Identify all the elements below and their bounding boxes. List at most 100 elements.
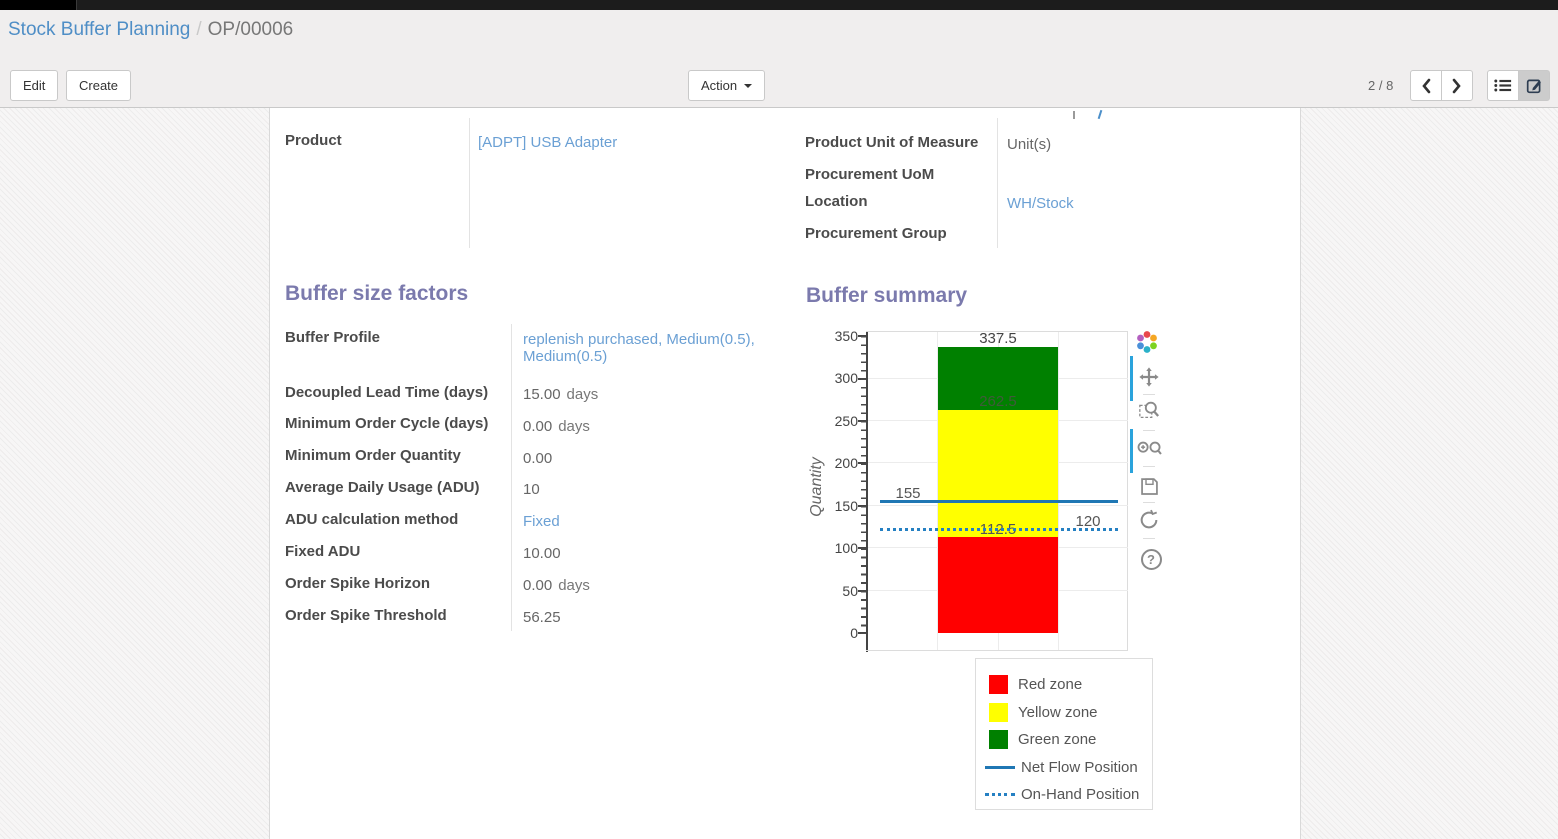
edit-button[interactable]: Edit	[10, 70, 59, 101]
form-view-icon	[1526, 79, 1541, 94]
on-hand-position-line	[880, 528, 1118, 531]
fixed-adu-value: 10.00	[523, 545, 561, 562]
modebar-separator	[1143, 502, 1155, 503]
y-tick-label: 100	[834, 540, 858, 556]
modebar-separator	[1143, 394, 1155, 395]
legend-item-net-flow[interactable]: Net Flow Position	[985, 759, 1138, 776]
action-label: Action	[701, 78, 738, 93]
action-dropdown-button[interactable]: Action	[688, 70, 766, 101]
net-flow-position-line	[880, 500, 1118, 503]
minimum-order-cycle-value: 0.00 days	[523, 418, 590, 435]
y-tick-label: 150	[834, 498, 858, 514]
chart-y-axis-title: Quantity	[808, 457, 825, 517]
legend-label: Net Flow Position	[1021, 759, 1138, 776]
order-spike-threshold-label: Order Spike Threshold	[285, 607, 447, 624]
product-field-label: Product	[285, 132, 342, 149]
legend-label: Green zone	[1018, 731, 1097, 748]
y-tick-label: 0	[850, 625, 858, 641]
adu-calculation-method-value[interactable]: Fixed	[523, 513, 560, 530]
procurement-uom-field-label: Procurement UoM	[805, 166, 935, 183]
modebar-active-indicator	[1130, 429, 1133, 473]
breadcrumb-current: OP/00006	[207, 19, 294, 40]
gridline	[1058, 332, 1059, 650]
save-icon[interactable]	[1137, 475, 1161, 497]
clipped-row-fragment	[1073, 111, 1075, 119]
modebar-separator	[1143, 538, 1155, 539]
column-divider	[997, 118, 998, 248]
green-top-annotation: 337.5	[979, 330, 1017, 347]
breadcrumb: Stock Buffer Planning / OP/00006	[8, 19, 293, 41]
y-tick-label: 350	[834, 328, 858, 344]
y-tick-label: 250	[834, 413, 858, 429]
legend-label: Yellow zone	[1018, 704, 1098, 721]
pager-next-button[interactable]	[1441, 70, 1473, 101]
minimum-order-quantity-label: Minimum Order Quantity	[285, 447, 461, 464]
modebar-separator	[1143, 430, 1155, 431]
box-zoom-icon[interactable]	[1137, 399, 1161, 421]
red-zone-bar	[938, 537, 1058, 633]
gridline	[937, 332, 938, 650]
net-flow-annotation: 155	[895, 485, 921, 502]
pager-previous-button[interactable]	[1410, 70, 1442, 101]
uom-field-label: Product Unit of Measure	[805, 134, 979, 151]
chevron-right-icon	[1452, 78, 1461, 93]
pager-buttons	[1410, 70, 1473, 101]
view-switcher	[1487, 70, 1550, 101]
chart-legend: Red zone Yellow zone Green zone Net Flow…	[975, 658, 1153, 810]
control-panel: Stock Buffer Planning / OP/00006 Edit Crea…	[0, 10, 1558, 108]
order-spike-horizon-value: 0.00 days	[523, 577, 590, 594]
minimum-order-cycle-label: Minimum Order Cycle (days)	[285, 415, 489, 432]
form-view-button[interactable]	[1518, 70, 1550, 101]
unit-text: days	[566, 386, 599, 403]
reset-axes-icon[interactable]	[1137, 509, 1161, 531]
legend-item-yellow-zone[interactable]: Yellow zone	[989, 703, 1098, 722]
create-button[interactable]: Create	[66, 70, 132, 101]
help-icon[interactable]: ?	[1139, 548, 1163, 570]
buffer-profile-value[interactable]: replenish purchased, Medium(0.5), Medium…	[523, 331, 755, 365]
column-divider	[511, 324, 512, 631]
plot-area-frame	[866, 331, 1128, 651]
dotted-line-swatch	[985, 793, 1015, 796]
value-text: 15.00	[523, 386, 561, 403]
location-field-label: Location	[805, 193, 868, 210]
minimum-order-quantity-value: 0.00	[523, 450, 553, 467]
top-nav-active-tab	[0, 0, 77, 10]
legend-label: Red zone	[1018, 676, 1083, 693]
column-divider	[469, 118, 470, 248]
pan-icon[interactable]	[1137, 366, 1161, 388]
yellow-swatch	[989, 703, 1008, 722]
value-text: 0.00	[523, 577, 553, 594]
order-spike-horizon-label: Order Spike Horizon	[285, 575, 431, 592]
unit-text: days	[558, 418, 590, 435]
breadcrumb-separator: /	[196, 19, 202, 40]
breadcrumb-parent-link[interactable]: Stock Buffer Planning	[8, 19, 191, 40]
legend-item-on-hand[interactable]: On-Hand Position	[985, 786, 1139, 803]
y-minor-ticks	[861, 336, 866, 634]
list-view-button[interactable]	[1487, 70, 1519, 101]
legend-label: On-Hand Position	[1021, 786, 1140, 803]
y-tick-label: 300	[834, 370, 858, 386]
fixed-adu-label: Fixed ADU	[285, 543, 361, 560]
uom-field-value: Unit(s)	[1007, 136, 1052, 153]
value-text: 0.00	[523, 418, 553, 435]
y-tick-label: 50	[842, 583, 858, 599]
product-field-value[interactable]: [ADPT] USB Adapter	[478, 134, 618, 151]
procurement-group-field-label: Procurement Group	[805, 225, 947, 242]
adu-calculation-method-label: ADU calculation method	[285, 511, 459, 528]
pager-counter[interactable]: 2 / 8	[1368, 78, 1394, 93]
modebar-active-indicator	[1130, 356, 1133, 401]
legend-item-red-zone[interactable]: Red zone	[989, 675, 1082, 694]
location-field-value[interactable]: WH/Stock	[1007, 195, 1074, 212]
solid-line-swatch	[985, 766, 1015, 769]
yellow-zone-bar	[938, 410, 1058, 537]
yellow-top-annotation: 262.5	[979, 393, 1017, 410]
green-zone-bar	[938, 347, 1058, 410]
buffer-profile-label: Buffer Profile	[285, 329, 381, 346]
adu-label: Average Daily Usage (ADU)	[285, 479, 480, 496]
plotly-logo-icon[interactable]	[1135, 331, 1159, 353]
zoom-in-out-icon[interactable]	[1135, 438, 1163, 460]
order-spike-threshold-value: 56.25	[523, 609, 561, 626]
buffer-summary-title: Buffer summary	[806, 284, 968, 307]
unit-text: days	[558, 577, 590, 594]
legend-item-green-zone[interactable]: Green zone	[989, 730, 1096, 749]
